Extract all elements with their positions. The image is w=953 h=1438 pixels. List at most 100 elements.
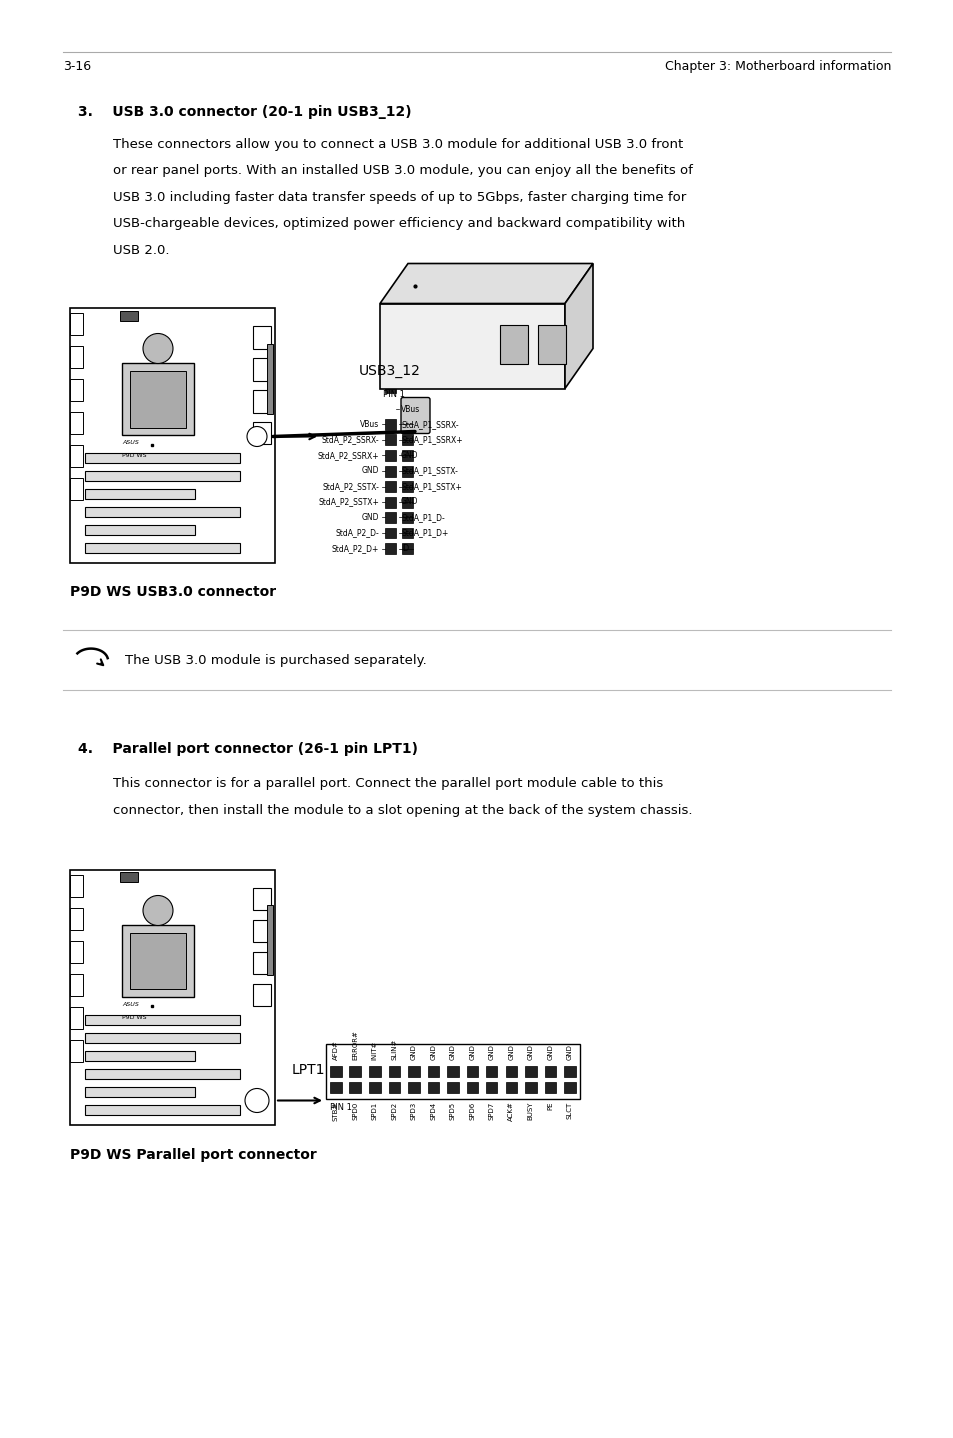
Bar — [388, 1066, 399, 1077]
Bar — [385, 512, 395, 523]
Text: 4.    Parallel port connector (26-1 pin LPT1): 4. Parallel port connector (26-1 pin LPT… — [78, 742, 417, 756]
Text: SPD4: SPD4 — [430, 1102, 436, 1120]
Bar — [85, 1034, 240, 1044]
Bar — [401, 418, 413, 430]
Bar — [70, 909, 83, 930]
Circle shape — [143, 896, 172, 926]
Bar — [401, 450, 413, 462]
Text: SPD3: SPD3 — [411, 1102, 416, 1120]
Bar — [388, 1081, 399, 1093]
Bar — [385, 466, 395, 476]
Text: StdA_P2_SSRX+: StdA_P2_SSRX+ — [317, 452, 378, 460]
Text: VBus: VBus — [400, 404, 420, 414]
Bar — [505, 1066, 517, 1077]
Bar — [253, 358, 271, 381]
Text: GND: GND — [547, 1044, 553, 1060]
Bar — [379, 303, 564, 388]
Text: USB-chargeable devices, optimized power efficiency and backward compatibility wi: USB-chargeable devices, optimized power … — [112, 217, 684, 230]
Bar — [85, 489, 194, 499]
Text: GND: GND — [488, 1044, 495, 1060]
Text: StdA_P1_D+: StdA_P1_D+ — [400, 529, 448, 538]
Text: StdA_P2_SSTX-: StdA_P2_SSTX- — [322, 482, 378, 490]
Bar — [70, 380, 83, 401]
Text: GND: GND — [566, 1044, 572, 1060]
Bar — [401, 512, 413, 523]
Text: This connector is for a parallel port. Connect the parallel port module cable to: This connector is for a parallel port. C… — [112, 778, 662, 791]
Bar — [427, 1066, 438, 1077]
Text: PIN 1: PIN 1 — [330, 1103, 352, 1113]
Bar — [70, 942, 83, 963]
Text: INIT#: INIT# — [372, 1041, 377, 1060]
Text: SPD5: SPD5 — [449, 1102, 456, 1120]
Text: StdA_P1_SSTX+: StdA_P1_SSTX+ — [400, 482, 461, 490]
Text: GND: GND — [361, 466, 378, 476]
Text: ACK#: ACK# — [508, 1102, 514, 1122]
Bar — [401, 434, 413, 446]
Bar — [70, 479, 83, 500]
FancyBboxPatch shape — [400, 397, 430, 433]
Text: SLIN#: SLIN# — [391, 1040, 396, 1060]
Text: USB 2.0.: USB 2.0. — [112, 244, 170, 257]
Bar — [85, 544, 240, 554]
Bar — [401, 528, 413, 538]
Text: 3.    USB 3.0 connector (20-1 pin USB3_12): 3. USB 3.0 connector (20-1 pin USB3_12) — [78, 105, 411, 119]
Bar — [85, 1087, 194, 1097]
Bar — [401, 544, 413, 554]
Bar — [85, 1070, 240, 1080]
Text: SPD1: SPD1 — [372, 1102, 377, 1120]
Bar — [544, 1066, 556, 1077]
Bar — [70, 975, 83, 997]
Text: StdA_P1_SSRX+: StdA_P1_SSRX+ — [400, 436, 462, 444]
Bar — [349, 1081, 360, 1093]
Text: SPD2: SPD2 — [391, 1102, 396, 1120]
Polygon shape — [379, 263, 593, 303]
Bar — [369, 1066, 380, 1077]
Text: SLCT: SLCT — [566, 1102, 572, 1119]
Bar — [70, 876, 83, 897]
Bar — [85, 1051, 194, 1061]
Bar — [85, 1015, 240, 1025]
Bar — [385, 528, 395, 538]
Bar — [130, 933, 186, 989]
Bar — [385, 381, 395, 393]
Text: GND: GND — [400, 498, 418, 506]
Bar — [253, 423, 271, 444]
Bar — [122, 364, 193, 436]
Text: LPT1: LPT1 — [292, 1064, 325, 1077]
Bar — [120, 873, 138, 883]
Text: AFD#: AFD# — [333, 1041, 338, 1060]
Text: STB#: STB# — [333, 1102, 338, 1120]
Circle shape — [247, 427, 267, 447]
Bar — [466, 1081, 477, 1093]
Bar — [70, 870, 274, 1126]
Text: GND: GND — [449, 1044, 456, 1060]
Bar — [385, 496, 395, 508]
Bar — [70, 446, 83, 467]
Bar — [385, 544, 395, 554]
Bar — [70, 1008, 83, 1030]
Bar — [253, 920, 271, 942]
Text: BUSY: BUSY — [527, 1102, 533, 1120]
Bar — [369, 1081, 380, 1093]
Text: USB3_12: USB3_12 — [358, 364, 420, 378]
Bar — [253, 985, 271, 1007]
Bar — [349, 1066, 360, 1077]
Bar — [408, 1066, 419, 1077]
Text: Chapter 3: Motherboard information: Chapter 3: Motherboard information — [664, 60, 890, 73]
Text: connector, then install the module to a slot opening at the back of the system c: connector, then install the module to a … — [112, 804, 692, 817]
Bar — [563, 1081, 575, 1093]
Text: StdA_P1_SSRX-: StdA_P1_SSRX- — [400, 420, 458, 429]
Text: PIN 1: PIN 1 — [382, 391, 404, 400]
Text: P9D WS: P9D WS — [122, 1015, 147, 1021]
Text: GND: GND — [430, 1044, 436, 1060]
Bar — [85, 508, 240, 518]
Bar — [267, 906, 273, 975]
Bar — [330, 1081, 341, 1093]
Text: ASUS: ASUS — [122, 440, 139, 446]
Bar — [85, 1106, 240, 1116]
Text: P9D WS USB3.0 connector: P9D WS USB3.0 connector — [70, 585, 275, 600]
Text: GND: GND — [400, 452, 418, 460]
Bar — [385, 450, 395, 462]
Bar — [401, 496, 413, 508]
Text: StdA_P1_SSTX-: StdA_P1_SSTX- — [400, 466, 457, 476]
